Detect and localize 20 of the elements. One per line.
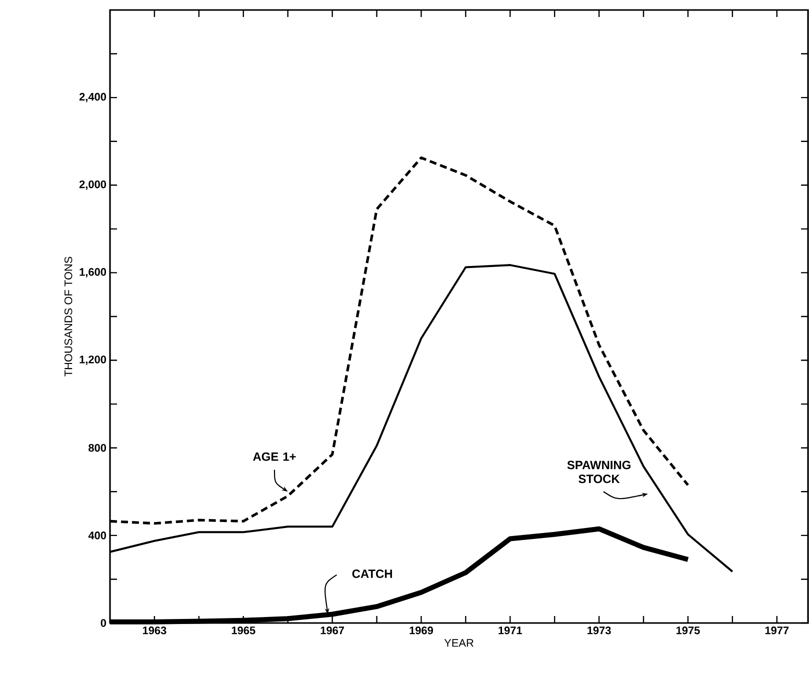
x-tick-label: 1967 — [320, 626, 344, 634]
y-tick-label: 2,000 — [79, 180, 106, 190]
x-tick-label: 1975 — [676, 626, 700, 634]
x-tick-label: 1973 — [588, 626, 611, 634]
y-tick-label: 1,200 — [80, 356, 106, 365]
series-label: SPAWNING STOCK — [567, 460, 630, 484]
y-tick-label: 400 — [88, 532, 106, 540]
y-tick-label: 0 — [100, 619, 106, 627]
x-tick-label: 1963 — [142, 626, 166, 634]
series-label: AGE 1+ — [253, 452, 296, 461]
x-tick-label: 1969 — [410, 626, 433, 634]
y-tick-label: 1,600 — [80, 268, 106, 278]
x-axis-title: YEAR — [444, 639, 474, 647]
y-tick-label: 800 — [88, 444, 106, 452]
x-tick-label: 1977 — [765, 626, 789, 634]
y-axis-title: THOUSANDS OF TONS — [64, 256, 72, 376]
series-label: CATCH — [352, 570, 392, 578]
x-tick-label: 1965 — [232, 626, 256, 634]
x-tick-label: 1971 — [498, 626, 522, 634]
y-tick-label: 2,400 — [79, 92, 106, 102]
